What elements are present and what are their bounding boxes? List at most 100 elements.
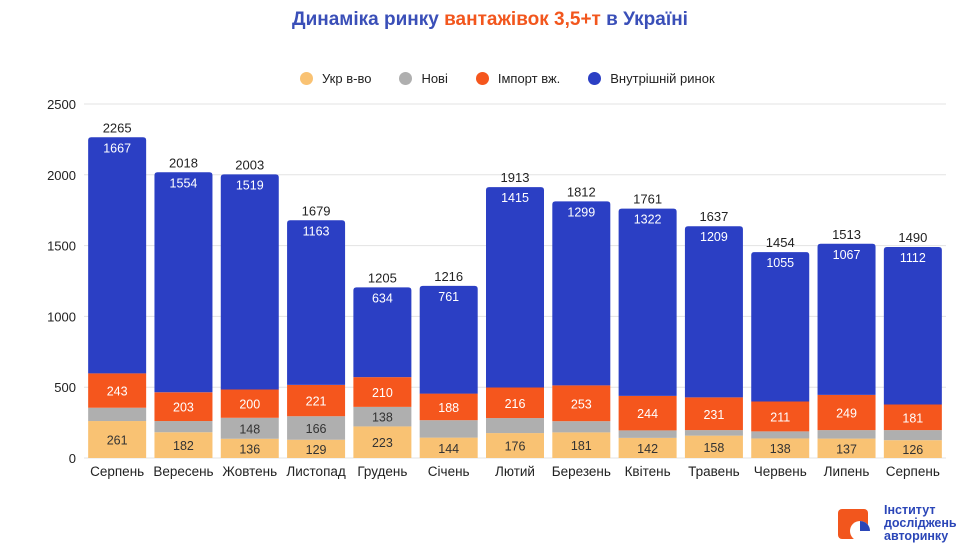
bar-segment-new (817, 430, 876, 439)
x-tick-label: Грудень (357, 464, 407, 479)
bar-segment-domestic (154, 172, 213, 393)
data-label-import: 200 (239, 398, 260, 412)
data-label-import: 243 (107, 385, 128, 399)
legend-item-import[interactable]: Імпорт вж. (475, 71, 560, 86)
logo-line1: Інститут (884, 502, 936, 517)
data-label-domestic: 1554 (170, 176, 198, 190)
bar-segment-ukr (486, 433, 544, 458)
chart-title-accent: вантажівок 3,5+т (444, 9, 601, 30)
data-label-new: 166 (306, 422, 327, 436)
chart-title-part1: Динаміка ринку (292, 9, 445, 30)
chart-title: Динаміка ринку вантажівок 3,5+т в Україн… (0, 9, 980, 31)
data-label-new: 148 (239, 422, 260, 436)
bar-segment-ukr (883, 440, 942, 458)
bar-segment-import (817, 394, 876, 431)
bar-segment-domestic (618, 208, 677, 396)
data-label-domestic: 1415 (501, 191, 529, 205)
y-tick-label: 2000 (47, 168, 76, 183)
data-label-import: 249 (836, 406, 857, 420)
bar-segment-ukr (154, 432, 213, 458)
legend-item-new[interactable]: Нові (399, 71, 448, 86)
bar-segment-import (684, 397, 743, 431)
x-tick-label: Вересень (153, 464, 213, 479)
y-tick-label: 1500 (47, 239, 76, 254)
bar-segment-new (154, 421, 213, 433)
data-label-new: 138 (372, 411, 393, 425)
data-label-domestic: 634 (372, 291, 393, 305)
data-label-ukr: 138 (770, 442, 791, 456)
total-label: 1216 (434, 269, 463, 284)
y-tick-label: 500 (54, 380, 76, 395)
data-label-ukr: 176 (505, 440, 526, 454)
legend-item-domestic[interactable]: Внутрішній ринок (588, 71, 715, 86)
bar-segment-import (552, 385, 611, 422)
data-label-domestic: 761 (438, 290, 459, 304)
x-tick-label: Лютий (495, 464, 535, 479)
data-label-ukr: 137 (836, 442, 857, 456)
x-tick-label: Липень (824, 464, 870, 479)
bar-segment-new (684, 430, 743, 436)
bar-segment-new (751, 431, 810, 439)
bar-segment-new (552, 421, 611, 433)
bar-segment-import (220, 389, 279, 418)
bar-segment-ukr (552, 432, 611, 458)
bar-segment-import (287, 384, 346, 417)
x-tick-label: Серпень (90, 464, 144, 479)
bar-segment-ukr (88, 421, 147, 458)
data-label-ukr: 136 (239, 442, 260, 456)
chart-legend: Укр в-во Нові Імпорт вж. Внутрішній рино… (300, 68, 743, 88)
data-label-import: 181 (902, 411, 923, 425)
bar-segment-domestic (684, 226, 743, 398)
bar-segment-new (486, 418, 544, 434)
data-label-ukr: 182 (173, 439, 194, 453)
bar-segment-import (419, 393, 478, 421)
bar-segment-new (353, 406, 412, 427)
bar-segment-import (883, 404, 942, 431)
bar-segment-domestic (552, 201, 611, 386)
total-label: 1913 (501, 170, 530, 185)
x-tick-label: Жовтень (222, 464, 277, 479)
x-tick-label: Березень (552, 464, 611, 479)
total-label: 1637 (699, 209, 728, 224)
total-label: 1490 (898, 230, 927, 245)
data-label-ukr: 126 (902, 443, 923, 457)
legend-item-ukr[interactable]: Укр в-во (300, 71, 371, 86)
bar-segment-domestic (287, 220, 346, 385)
data-label-domestic: 1322 (634, 213, 662, 227)
x-tick-label: Серпень (886, 464, 940, 479)
data-label-import: 253 (571, 397, 592, 411)
data-label-ukr: 129 (306, 443, 327, 457)
institute-logo: Інститут досліджень авторинку (836, 500, 976, 546)
bar-segment-domestic (88, 137, 147, 374)
data-label-import: 231 (703, 408, 724, 422)
data-label-domestic: 1112 (900, 251, 926, 265)
x-tick-label: Червень (754, 464, 807, 479)
y-tick-label: 2500 (47, 97, 76, 112)
bar-segment-ukr (353, 426, 412, 458)
bar-segment-domestic (353, 287, 412, 378)
total-label: 1761 (633, 192, 662, 207)
total-label: 1205 (368, 270, 397, 285)
bar-segment-import (88, 373, 147, 408)
total-label: 1513 (832, 227, 861, 242)
data-label-domestic: 1163 (303, 224, 330, 238)
bar-segment-ukr (684, 435, 743, 458)
bar-segment-new (287, 416, 346, 440)
bar-segment-import (154, 392, 213, 422)
x-tick-label: Листопад (286, 464, 346, 479)
data-label-domestic: 1055 (766, 256, 794, 270)
data-label-import: 188 (438, 401, 459, 415)
total-label: 1454 (766, 235, 795, 250)
bar-segment-new (618, 430, 677, 438)
legend-label-ukr: Укр в-во (322, 70, 372, 86)
bar-segment-new (88, 407, 147, 422)
bar-segment-ukr (751, 438, 810, 458)
y-tick-label: 0 (69, 451, 76, 466)
data-label-ukr: 144 (438, 442, 459, 456)
bar-segment-import (486, 387, 544, 419)
bar-segment-domestic (751, 252, 810, 402)
total-label: 2003 (235, 157, 264, 172)
logo-mark-icon (836, 503, 876, 543)
data-label-domestic: 1067 (833, 248, 861, 262)
legend-swatch-new (399, 71, 413, 85)
